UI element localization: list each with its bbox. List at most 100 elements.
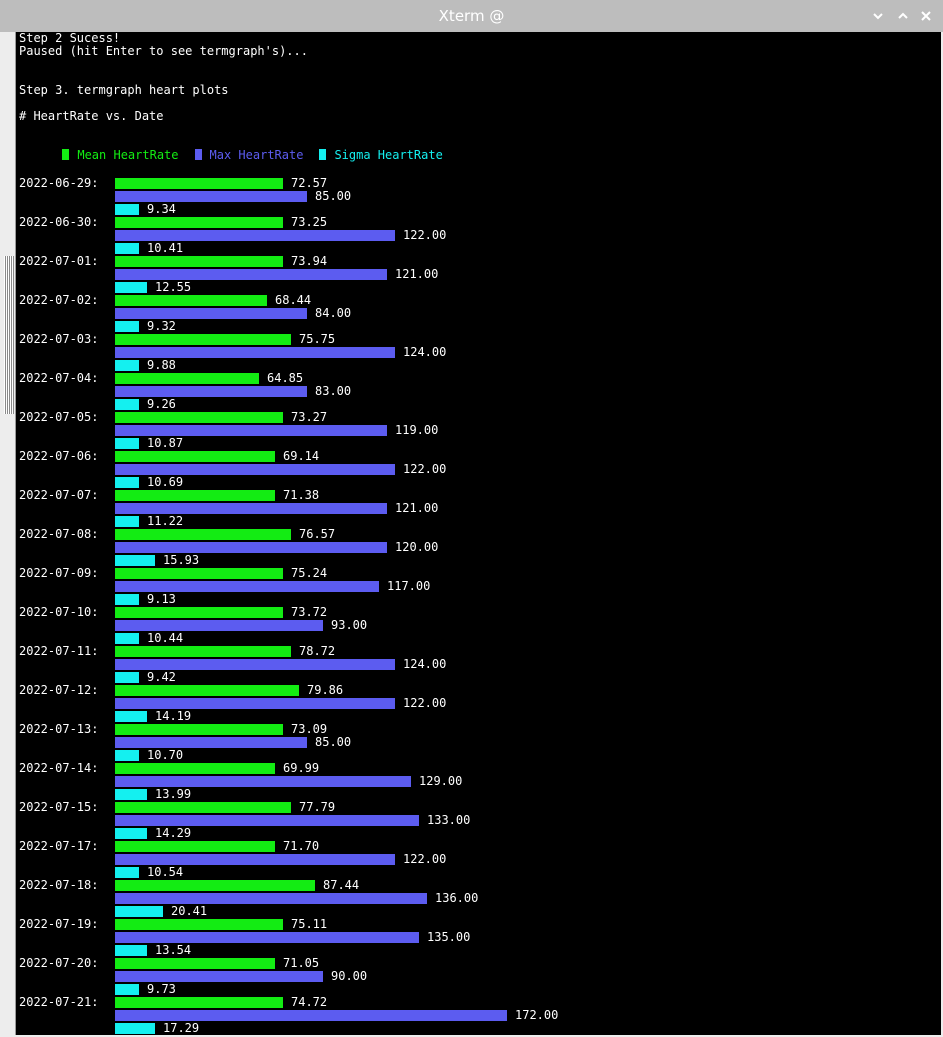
bar (115, 1023, 155, 1034)
bar-value-label: 122.00 (403, 852, 446, 866)
category-label: 2022-07-10: (19, 605, 98, 619)
bar (115, 867, 139, 878)
bar (115, 802, 291, 813)
maximize-button[interactable] (895, 8, 911, 24)
category-label: 2022-07-02: (19, 293, 98, 307)
bar (115, 607, 283, 618)
bar-value-label: 78.72 (299, 644, 335, 658)
bar-value-label: 120.00 (395, 540, 438, 554)
category-label: 2022-07-01: (19, 254, 98, 268)
chart-legend: Mean HeartRate Max HeartRate Sigma HeartRa… (19, 136, 459, 162)
bar-value-label: 119.00 (395, 423, 438, 437)
category-label: 2022-06-29: (19, 176, 98, 190)
bar-value-label: 10.69 (147, 475, 183, 489)
bar-value-label: 129.00 (419, 774, 462, 788)
close-button[interactable] (918, 8, 934, 24)
category-label: 2022-07-18: (19, 878, 98, 892)
title-bar[interactable]: Xterm @ (0, 0, 943, 32)
category-label: 2022-07-13: (19, 722, 98, 736)
category-label: 2022-07-19: (19, 917, 98, 931)
bar (115, 711, 147, 722)
bar-value-label: 136.00 (435, 891, 478, 905)
category-label: 2022-07-12: (19, 683, 98, 697)
bar (115, 217, 283, 228)
bar-value-label: 117.00 (387, 579, 430, 593)
scrollbar-thumb[interactable] (4, 256, 14, 414)
bar-value-label: 10.54 (147, 865, 183, 879)
bar (115, 490, 275, 501)
bar-value-label: 73.72 (291, 605, 327, 619)
bar-value-label: 122.00 (403, 462, 446, 476)
bar-value-label: 121.00 (395, 501, 438, 515)
category-label: 2022-07-21: (19, 995, 98, 1009)
bar (115, 763, 275, 774)
bar-value-label: 122.00 (403, 696, 446, 710)
bar-value-label: 10.70 (147, 748, 183, 762)
bar (115, 984, 139, 995)
bar-value-label: 87.44 (323, 878, 359, 892)
bar-value-label: 73.09 (291, 722, 327, 736)
bar (115, 945, 147, 956)
bar (115, 308, 307, 319)
bar-value-label: 9.73 (147, 982, 176, 996)
bar-value-label: 72.57 (291, 176, 327, 190)
bar-value-label: 73.25 (291, 215, 327, 229)
bar-value-label: 172.00 (515, 1008, 558, 1022)
bar-value-label: 69.14 (283, 449, 319, 463)
bar-value-label: 74.72 (291, 995, 327, 1009)
bar (115, 399, 139, 410)
bar-value-label: 75.24 (291, 566, 327, 580)
bar-value-label: 121.00 (395, 267, 438, 281)
scrollbar[interactable] (2, 32, 16, 1035)
legend-swatch-max (194, 149, 202, 160)
bar-value-label: 10.44 (147, 631, 183, 645)
bar-value-label: 9.34 (147, 202, 176, 216)
bar-value-label: 9.26 (147, 397, 176, 411)
bar (115, 906, 163, 917)
bar-value-label: 73.27 (291, 410, 327, 424)
bar (115, 932, 419, 943)
bar (115, 620, 323, 631)
bar (115, 789, 147, 800)
bar (115, 542, 387, 553)
bar (115, 477, 139, 488)
terminal-area[interactable]: Step 2 Sucess! Paused (hit Enter to see … (16, 32, 941, 1035)
bar (115, 256, 283, 267)
bar (115, 243, 139, 254)
bar (115, 451, 275, 462)
legend-label-max: Max HeartRate (209, 148, 304, 162)
bar (115, 724, 283, 735)
bar (115, 204, 139, 215)
bar (115, 685, 299, 696)
bar (115, 529, 291, 540)
bar (115, 178, 283, 189)
bar-value-label: 85.00 (315, 189, 351, 203)
bar (115, 347, 395, 358)
bar (115, 1010, 507, 1021)
category-label: 2022-07-20: (19, 956, 98, 970)
bar-value-label: 124.00 (403, 345, 446, 359)
category-label: 2022-07-03: (19, 332, 98, 346)
category-label: 2022-07-14: (19, 761, 98, 775)
bar (115, 334, 291, 345)
bar (115, 997, 283, 1008)
bar (115, 321, 139, 332)
bar (115, 958, 275, 969)
bar-value-label: 71.70 (283, 839, 319, 853)
bar-value-label: 90.00 (331, 969, 367, 983)
bar-value-label: 20.41 (171, 904, 207, 918)
bar-value-label: 85.00 (315, 735, 351, 749)
category-label: 2022-07-17: (19, 839, 98, 853)
bar (115, 282, 147, 293)
bar-value-label: 17.29 (163, 1021, 199, 1035)
bar-value-label: 14.29 (155, 826, 191, 840)
bar-value-label: 13.54 (155, 943, 191, 957)
bar-value-label: 71.05 (283, 956, 319, 970)
category-label: 2022-07-08: (19, 527, 98, 541)
bar (115, 672, 139, 683)
category-label: 2022-07-11: (19, 644, 98, 658)
bar-value-label: 68.44 (275, 293, 311, 307)
bar (115, 230, 395, 241)
minimize-button[interactable] (870, 8, 886, 24)
